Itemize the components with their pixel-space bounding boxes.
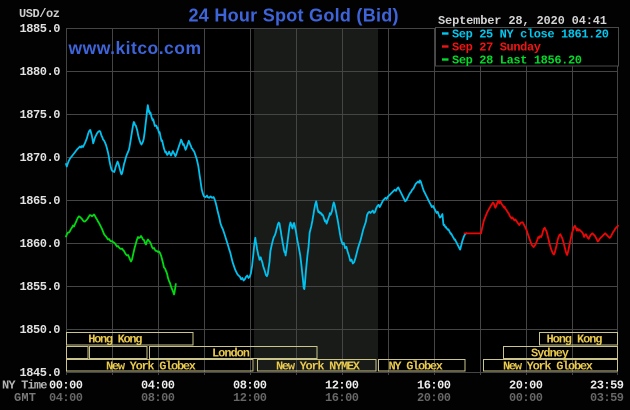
svg-text:16:00: 16:00 [417, 379, 451, 393]
svg-text:New York Globex: New York Globex [503, 359, 593, 373]
svg-text:04:00: 04:00 [49, 391, 83, 405]
svg-text:Sep 28 Last 1856.20: Sep 28 Last 1856.20 [452, 53, 582, 67]
svg-text:Sep 25 NY close 1861.20: Sep 25 NY close 1861.20 [452, 27, 609, 41]
svg-text:12:00: 12:00 [325, 379, 359, 393]
svg-text:00:00: 00:00 [49, 379, 83, 393]
svg-text:23:59: 23:59 [590, 379, 624, 393]
svg-text:1885.0: 1885.0 [20, 22, 61, 36]
svg-text:1870.0: 1870.0 [20, 151, 61, 165]
svg-text:1855.0: 1855.0 [20, 280, 61, 294]
svg-text:NY Globex: NY Globex [389, 359, 444, 373]
svg-text:1850.0: 1850.0 [20, 323, 61, 337]
svg-text:1865.0: 1865.0 [20, 194, 61, 208]
svg-text:04:00: 04:00 [141, 379, 175, 393]
svg-text:Hong Kong: Hong Kong [547, 333, 603, 347]
svg-text:Sydney: Sydney [531, 346, 569, 360]
svg-text:New York NYMEX: New York NYMEX [276, 359, 361, 373]
svg-text:NY Time: NY Time [2, 379, 48, 393]
svg-text:20:00: 20:00 [509, 379, 543, 393]
svg-text:1845.0: 1845.0 [20, 366, 61, 380]
svg-text:1880.0: 1880.0 [20, 65, 61, 79]
svg-text:Hong Kong: Hong Kong [88, 333, 142, 347]
svg-text:1875.0: 1875.0 [20, 108, 61, 122]
svg-text:20:00: 20:00 [417, 391, 451, 405]
svg-text:GMT: GMT [14, 391, 36, 405]
svg-text:New York Globex: New York Globex [106, 359, 196, 373]
svg-text:12:00: 12:00 [233, 391, 267, 405]
svg-text:16:00: 16:00 [325, 391, 359, 405]
svg-text:USD/oz: USD/oz [19, 7, 60, 21]
svg-text:Sep 27 Sunday: Sep 27 Sunday [452, 40, 541, 54]
svg-text:1860.0: 1860.0 [20, 237, 61, 251]
svg-text:08:00: 08:00 [141, 391, 175, 405]
svg-text:00:00: 00:00 [509, 391, 543, 405]
svg-text:www.kitco.com: www.kitco.com [68, 38, 202, 58]
svg-text:08:00: 08:00 [233, 379, 267, 393]
svg-text:24 Hour Spot Gold (Bid): 24 Hour Spot Gold (Bid) [189, 6, 399, 26]
svg-text:London: London [212, 346, 250, 360]
svg-text:03:59: 03:59 [590, 391, 624, 405]
svg-text:September 28, 2020 04:41: September 28, 2020 04:41 [438, 14, 607, 28]
